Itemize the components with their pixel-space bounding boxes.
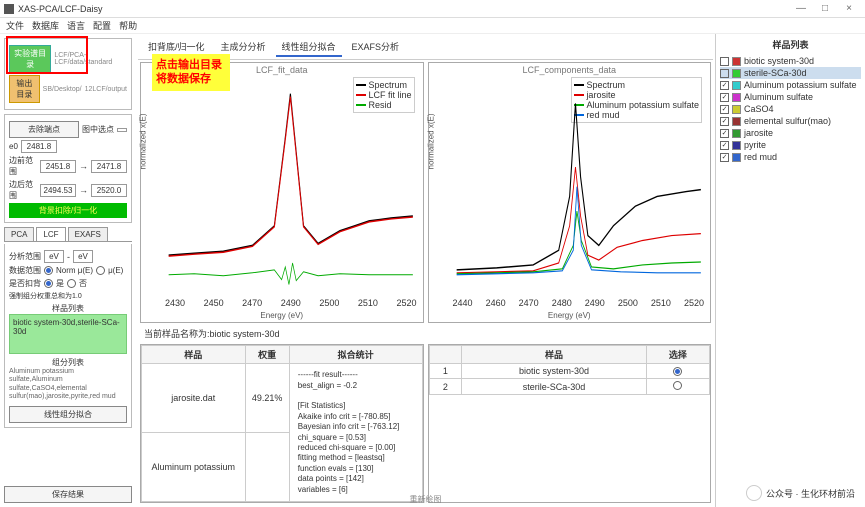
checkbox-icon[interactable]: ✓ <box>720 141 729 150</box>
center-area: 扣背底/归一化 主成分分析 线性组分拟合 EXAFS分析 LCF_fit_dat… <box>136 34 715 507</box>
exp-dir-button[interactable]: 实验谱目录 <box>9 45 51 73</box>
comp-spectrum <box>456 103 700 269</box>
color-swatch <box>732 129 741 138</box>
annotation-note: 点击输出目录将数据保存 <box>152 54 230 91</box>
fit-result-panel: 样品权重拟合统计 jarosite.dat 49.21% ------fit r… <box>140 344 424 503</box>
sample-select-panel: 样品选择 1biotic system-30d 2sterile-SCa-30d <box>428 344 712 503</box>
sample-item-2[interactable]: ✓Aluminum potassium sulfate <box>720 79 861 91</box>
post-range-b[interactable] <box>91 184 127 197</box>
menu-config[interactable]: 配置 <box>93 19 111 32</box>
chart-fit: LCF_fit_data normalized x(E) Spectrum LC… <box>140 62 424 323</box>
checkbox-icon[interactable]: ✓ <box>720 129 729 138</box>
sample-item-6[interactable]: ✓jarosite <box>720 127 861 139</box>
sample-item-0[interactable]: biotic system-30d <box>720 55 861 67</box>
tab-exafs[interactable]: EXAFS <box>68 227 108 241</box>
lcf-fit-button[interactable]: 线性组分拟合 <box>9 406 127 423</box>
tab-pca[interactable]: PCA <box>4 227 34 241</box>
spectrum-line <box>169 94 413 255</box>
comp-s1 <box>456 167 700 273</box>
titlebar: XAS-PCA/LCF-Daisy — □ × <box>0 0 865 18</box>
select-sample-1[interactable] <box>673 367 682 376</box>
sample-item-7[interactable]: ✓pyrite <box>720 139 861 151</box>
menu-file[interactable]: 文件 <box>6 19 24 32</box>
menu-lang[interactable]: 语言 <box>67 19 85 32</box>
checkbox-icon[interactable]: ✓ <box>720 81 729 90</box>
pre-range-a[interactable] <box>40 160 76 173</box>
right-sidebar: 样品列表 biotic system-30dsterile-SCa-30d✓Al… <box>715 34 865 507</box>
menu-help[interactable]: 帮助 <box>119 19 137 32</box>
sample-item-4[interactable]: ✓CaSO4 <box>720 103 861 115</box>
radio-yes[interactable] <box>44 279 53 288</box>
toptab-3[interactable]: EXAFS分析 <box>346 38 406 57</box>
range-unit2[interactable] <box>73 250 93 263</box>
exp-dir-path: LCF/PCA-LCF/data/standard <box>54 52 127 66</box>
checkbox-icon[interactable]: ✓ <box>720 93 729 102</box>
normalize-button[interactable]: 背景扣除/归一化 <box>9 203 127 218</box>
menubar: 文件 数据库 语言 配置 帮助 <box>0 18 865 34</box>
fit-stats: ------fit result------ best_align = -0.2… <box>294 366 418 499</box>
window-title: XAS-PCA/LCF-Daisy <box>18 4 789 14</box>
resid-line <box>169 263 413 285</box>
minimize-button[interactable]: — <box>789 3 813 14</box>
range-unit1[interactable] <box>44 250 64 263</box>
comp-s2 <box>456 211 700 274</box>
tab-lcf[interactable]: LCF <box>36 227 65 241</box>
rmbg-button[interactable]: 去除端点 <box>9 121 79 138</box>
checkbox-icon[interactable]: ✓ <box>720 105 729 114</box>
dir-panel: 实验谱目录 LCF/PCA-LCF/data/standard 输出目录 SB/… <box>4 38 132 110</box>
sample-item-5[interactable]: ✓elemental sulfur(mao) <box>720 115 861 127</box>
color-swatch <box>732 69 741 78</box>
color-swatch <box>732 81 741 90</box>
color-swatch <box>732 141 741 150</box>
radio-norm[interactable] <box>44 266 53 275</box>
save-result-button[interactable]: 保存结果 <box>4 486 132 503</box>
select-sample-2[interactable] <box>673 381 682 390</box>
fit-comp-1: jarosite.dat <box>142 364 246 433</box>
fit-weight-1: 49.21% <box>245 364 289 433</box>
checkbox-icon[interactable]: ✓ <box>720 153 729 162</box>
out-dir-path: SB/Desktop/ <box>43 86 82 93</box>
maximize-button[interactable]: □ <box>813 3 837 14</box>
sample-list-box[interactable]: biotic system-30d,sterile-SCa-30d <box>9 314 127 354</box>
radio-no[interactable] <box>67 279 76 288</box>
watermark: 公众号 · 生化环材前沿 <box>746 485 855 501</box>
chart-components: LCF_components_data normalized x(E) Spec… <box>428 62 712 323</box>
fit-line <box>169 97 413 257</box>
preproc-panel: 去除端点 图中选点 e0 边前范围 → 边后范围 → 背景扣除/归一化 <box>4 114 132 223</box>
sample-item-3[interactable]: ✓Aluminum sulfate <box>720 91 861 103</box>
pre-range-b[interactable] <box>91 160 127 173</box>
color-swatch <box>732 153 741 162</box>
checkbox-icon[interactable]: ✓ <box>720 117 729 126</box>
toptab-2[interactable]: 线性组分拟合 <box>276 38 342 57</box>
sample-item-1[interactable]: sterile-SCa-30d <box>720 67 861 79</box>
out-dir-path2: 12LCF/output <box>85 86 127 93</box>
component-list[interactable]: Aluminum potassium sulfate,Aluminum sulf… <box>9 368 127 402</box>
menu-db[interactable]: 数据库 <box>32 19 59 32</box>
xticks-2: 24402460247024802490250025102520 <box>453 298 705 308</box>
checkbox-icon[interactable] <box>720 69 729 78</box>
out-dir-button[interactable]: 输出目录 <box>9 75 40 103</box>
color-swatch <box>732 117 741 126</box>
xticks-1: 2430245024702490250025102520 <box>165 298 417 308</box>
close-button[interactable]: × <box>837 3 861 14</box>
footer-redraw[interactable]: 重新绘图 <box>136 492 715 507</box>
analysis-tabs: PCA LCF EXAFS 分析范围- 数据范围Norm μ(E)μ(E) 是否… <box>4 227 132 428</box>
color-swatch <box>732 93 741 102</box>
color-swatch <box>732 57 741 66</box>
radio-mu[interactable] <box>96 266 105 275</box>
e0-input[interactable] <box>21 140 57 153</box>
app-icon <box>4 4 14 14</box>
sample-item-8[interactable]: ✓red mud <box>720 151 861 163</box>
checkbox-icon[interactable] <box>720 57 729 66</box>
post-range-a[interactable] <box>40 184 76 197</box>
left-sidebar: 实验谱目录 LCF/PCA-LCF/data/standard 输出目录 SB/… <box>0 34 136 507</box>
color-swatch <box>732 105 741 114</box>
sel-check[interactable] <box>117 128 127 132</box>
